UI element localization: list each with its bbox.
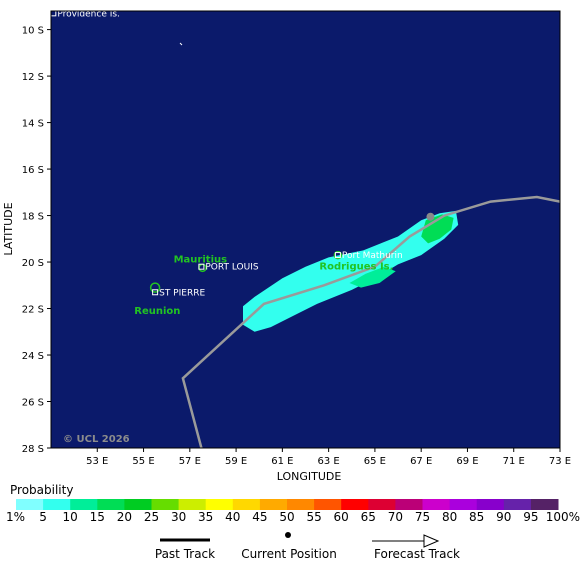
legend-tick-label: 80 xyxy=(442,510,457,524)
legend-swatch xyxy=(205,499,234,510)
legend-swatch xyxy=(97,499,125,510)
legend-tick-label: 20 xyxy=(117,510,132,524)
latitude-axis: 10 S 12 S 14 S 16 S 18 S 20 S 22 S 24 S 26 S 28 S xyxy=(22,26,51,455)
place-marker xyxy=(334,252,341,259)
map-panel: Mauritius Reunion Rodrigues Is. Providence … xyxy=(50,9,561,449)
island-label: Reunion xyxy=(134,306,180,317)
island-outline-rodrigues-is xyxy=(333,250,343,260)
y-tick-label: 10 S xyxy=(22,26,44,37)
legend-tick-label: 100% xyxy=(546,510,580,524)
island-label: Mauritius xyxy=(174,255,228,266)
ocean-background xyxy=(51,11,560,448)
legend-tick-label: 30 xyxy=(171,510,186,524)
map-border xyxy=(50,10,561,449)
x-tick-label: 59 E xyxy=(225,456,247,467)
legend-swatch xyxy=(70,499,98,510)
forecast-track-arrowhead xyxy=(423,534,440,548)
legend-tick-label: 45 xyxy=(252,510,267,524)
x-tick-label: 67 E xyxy=(410,456,432,467)
legend-tick-label: 65 xyxy=(361,510,376,524)
place-label: PORT LOUIS xyxy=(205,263,258,273)
past-track-line xyxy=(181,195,561,449)
past-track-label: Past Track xyxy=(155,547,215,561)
x-tick-label: 65 E xyxy=(364,456,386,467)
longitude-axis: 53 E 55 E 57 E 59 E 61 E 63 E 65 E 67 E 69 E 71 E… xyxy=(86,448,571,467)
legend-title: Probability xyxy=(10,483,73,497)
legend-tick-labels: 1% 5 10 15 20 25 30 35 40 45 50 55 60 65 70 75 80 85 90 95 1… xyxy=(6,510,580,524)
place-marker xyxy=(152,289,159,296)
x-tick-label: 61 E xyxy=(271,456,293,467)
legend-tick-label: 85 xyxy=(469,510,484,524)
island-outline-reunion xyxy=(149,282,161,293)
legend-swatch xyxy=(178,499,207,510)
legend-tick-label: 90 xyxy=(496,510,511,524)
island-label: Rodrigues Is. xyxy=(319,262,393,273)
x-tick-label: 73 E xyxy=(549,456,571,467)
legend-tick-label: 95 xyxy=(523,510,538,524)
legend-swatch xyxy=(368,499,396,510)
y-axis-title: LATITUDE xyxy=(2,202,15,255)
legend-tick-label: 60 xyxy=(334,510,349,524)
current-position-marker xyxy=(426,212,435,221)
legend-swatch xyxy=(259,499,288,510)
y-tick-label: 28 S xyxy=(22,444,44,455)
probability-region-10 xyxy=(349,266,396,288)
legend-swatch xyxy=(395,499,423,510)
y-tick-label: 20 S xyxy=(22,258,44,269)
legend-tick-label: 25 xyxy=(144,510,159,524)
legend-tick-label: 35 xyxy=(198,510,213,524)
x-tick-label: 57 E xyxy=(179,456,201,467)
place-label: Providence Is. xyxy=(57,9,120,19)
place-label: Port Mathurin xyxy=(342,251,403,261)
y-tick-label: 16 S xyxy=(22,165,44,176)
y-tick-label: 14 S xyxy=(22,119,44,130)
legend-swatch xyxy=(287,499,315,510)
x-tick-label: 63 E xyxy=(318,456,340,467)
legend-tick-label: 10 xyxy=(63,510,78,524)
x-tick-label: 69 E xyxy=(456,456,478,467)
x-tick-label: 71 E xyxy=(503,456,525,467)
y-tick-label: 18 S xyxy=(22,212,44,223)
legend-tick-label: 1% xyxy=(6,510,25,524)
legend-tick-label: 55 xyxy=(306,510,321,524)
legend-swatch xyxy=(476,499,505,510)
place-label: ST PIERRE xyxy=(159,288,205,298)
legend-tick-label: 75 xyxy=(415,510,430,524)
legend-swatch xyxy=(314,499,342,510)
legend-swatch xyxy=(232,499,261,510)
legend-swatch xyxy=(16,499,44,510)
x-tick-label: 53 E xyxy=(86,456,108,467)
x-tick-label: 55 E xyxy=(132,456,154,467)
legend-tick-label: 5 xyxy=(39,510,47,524)
past-track-layer xyxy=(181,195,561,449)
y-tick-label: 12 S xyxy=(22,72,44,83)
legend-swatch xyxy=(124,499,152,510)
copyright-credit: © UCL 2026 xyxy=(63,434,130,445)
legend-swatch xyxy=(449,499,478,510)
legend-tick-label: 50 xyxy=(279,510,294,524)
tiny-island-mark xyxy=(179,42,183,46)
current-position-symbol xyxy=(285,532,291,538)
legend-tick-label: 15 xyxy=(90,510,105,524)
legend-swatch xyxy=(151,499,180,510)
legend-swatch xyxy=(43,499,71,510)
legend-color-bar xyxy=(16,499,559,510)
legend-tick-label: 40 xyxy=(225,510,240,524)
legend-swatch xyxy=(422,499,451,510)
legend-swatch xyxy=(503,499,532,510)
probability-legend: Probability 1% 5 10 15 20 25 30 35 40 45 50 55 60 65 7… xyxy=(6,483,580,524)
y-tick-label: 26 S xyxy=(22,398,44,409)
track-key: Past Track Current Position Forecast Tra… xyxy=(155,532,460,561)
legend-swatch xyxy=(530,499,559,510)
probability-region-15 xyxy=(421,214,454,244)
legend-swatch xyxy=(341,499,369,510)
current-position-label: Current Position xyxy=(241,547,337,561)
x-axis-title: LONGITUDE xyxy=(277,470,342,483)
y-tick-label: 24 S xyxy=(22,351,44,362)
place-marker xyxy=(198,263,205,270)
y-tick-label: 22 S xyxy=(22,305,44,316)
legend-tick-label: 70 xyxy=(388,510,403,524)
forecast-track-label: Forecast Track xyxy=(374,547,460,561)
